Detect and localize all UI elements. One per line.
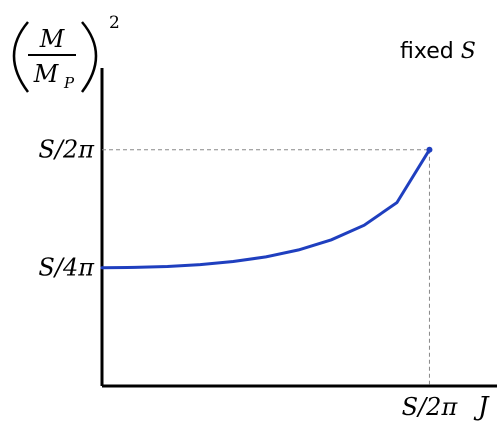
ylabel-numerator: M (39, 25, 66, 53)
curve-endpoint-dot (426, 146, 433, 153)
ylabel-denominator-subscript: P (63, 74, 75, 92)
mass-squared-curve (100, 148, 431, 270)
y-tick-label-s-over-2pi: S/2π (38, 136, 95, 164)
ylabel-denominator: M (33, 60, 60, 88)
x-tick-label-s-over-2pi: S/2π (402, 393, 459, 421)
ylabel-exponent: 2 (109, 13, 120, 33)
x-axis-label: J (473, 392, 490, 422)
left-paren (12, 21, 29, 93)
y-axis-label: M M P 2 (12, 13, 120, 93)
right-paren (81, 21, 98, 93)
fixed-s-annotation: fixed S (400, 39, 476, 64)
y-tick-label-s-over-4pi: S/4π (38, 254, 95, 282)
